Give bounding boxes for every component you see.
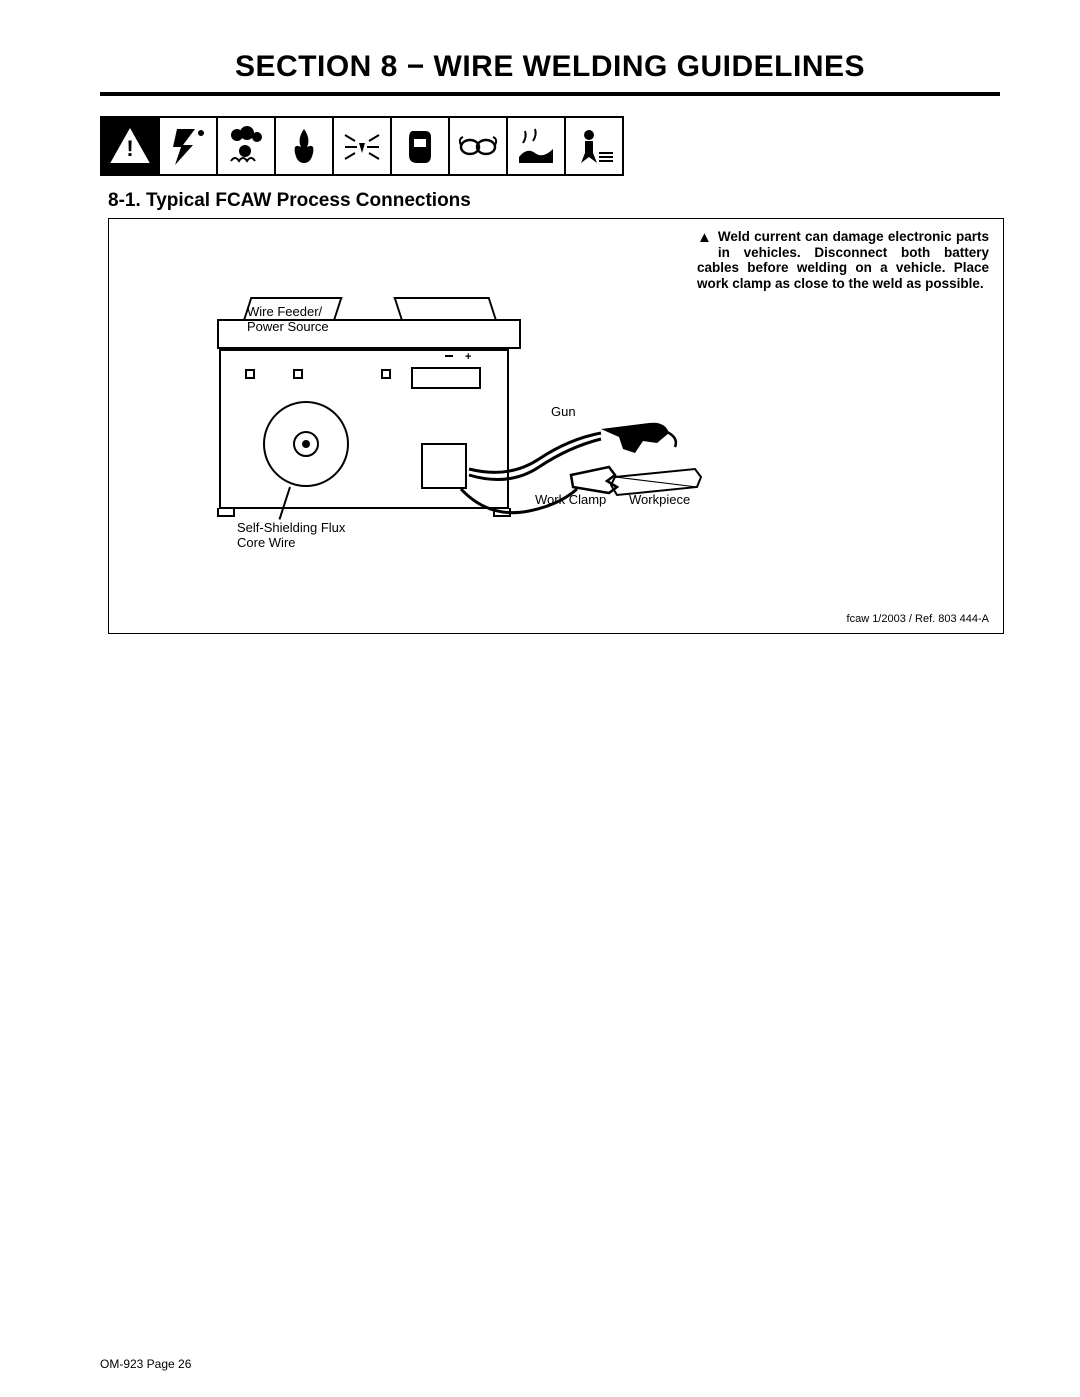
arc-rays-icon [332,116,392,176]
schematic-cables [109,219,1005,635]
fumes-icon [216,116,276,176]
electric-shock-icon [158,116,218,176]
svg-text:!: ! [126,136,133,161]
goggles-icon [448,116,508,176]
hot-parts-icon [506,116,566,176]
welding-mask-icon [390,116,450,176]
page-footer: OM-923 Page 26 [100,1357,191,1371]
section-title: SECTION 8 − WIRE WELDING GUIDELINES [100,50,1000,84]
manual-page: SECTION 8 − WIRE WELDING GUIDELINES ! [0,0,1080,1397]
section-rule [100,92,1000,96]
read-manual-icon [564,116,624,176]
fire-icon [274,116,334,176]
safety-icon-row: ! [100,116,1000,176]
diagram-reference: fcaw 1/2003 / Ref. 803 444-A [847,613,989,625]
diagram-frame: ▲ Weld current can damage electronic par… [108,218,1004,634]
warning-triangle-icon: ! [100,116,160,176]
subheading: 8-1. Typical FCAW Process Connections [108,190,1000,212]
